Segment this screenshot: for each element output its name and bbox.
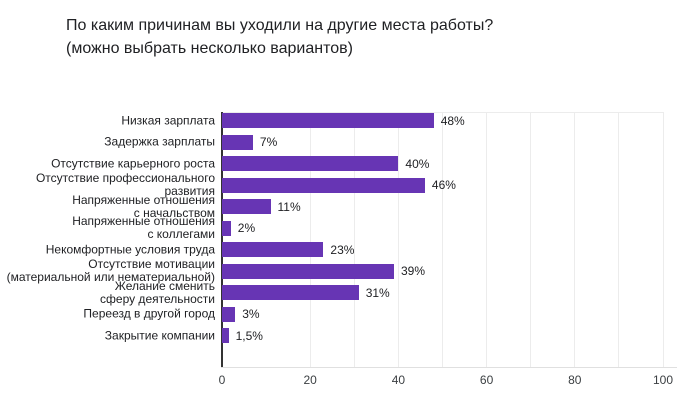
value-label: 1,5% [235, 328, 263, 343]
bar-row-4 [222, 199, 271, 214]
category-label-line: с начальством [133, 205, 215, 220]
gridline-90 [618, 112, 620, 367]
x-tick-20: 20 [303, 373, 317, 387]
gridline-20 [309, 112, 311, 367]
x-tick-80: 80 [568, 373, 582, 387]
category-label: Задержка зарплаты [0, 134, 215, 149]
category-label: Закрытие компании [0, 329, 215, 342]
category-label-line: Задержка зарплаты [104, 134, 215, 149]
value-label: 40% [405, 156, 430, 171]
category-label-line: Напряженные отношения [72, 214, 215, 228]
category-label-line: Напряженные отношения [72, 192, 215, 207]
category-label-line: Отсутствие карьерного роста [51, 156, 215, 170]
value-label: 23% [330, 242, 355, 257]
bar-row-1 [222, 134, 253, 150]
bar-row-10 [222, 328, 229, 343]
category-label: Переезд в другой город [0, 306, 215, 321]
category-label-line: сферу деятельности [100, 291, 215, 306]
gridline-60 [486, 112, 488, 367]
bar-row-7 [222, 263, 394, 279]
category-label-line: Низкая зарплата [121, 113, 215, 127]
category-label: Низкая зарплата [0, 114, 215, 127]
category-label: Отсутствие карьерного роста [0, 157, 215, 170]
x-tick-60: 60 [479, 373, 494, 387]
category-label-line: Закрытие компании [104, 328, 215, 342]
category-label-line: развития [164, 184, 216, 198]
gridline-80 [574, 112, 576, 367]
bar-row-9 [222, 306, 236, 322]
gridline-70 [530, 112, 532, 367]
y-axis-line [220, 112, 223, 367]
plot-top-border [222, 112, 663, 113]
value-label: 46% [431, 178, 456, 192]
value-label: 31% [365, 285, 390, 300]
category-label-line: Некомфортные условия труда [45, 242, 215, 256]
category-label: Напряженные отношения с коллегами [0, 215, 215, 241]
value-label: 39% [401, 264, 426, 278]
chart-title-line2: (можно выбрать несколько вариантов) [66, 40, 353, 57]
value-label: 3% [242, 307, 260, 321]
category-label-line: с коллегами [147, 227, 215, 241]
value-label: 7% [259, 135, 278, 149]
bar-row-0 [222, 113, 434, 128]
category-label-line: Отсутствие профессионального [35, 171, 215, 185]
value-label: 48% [440, 113, 465, 128]
value-label: 2% [237, 221, 256, 235]
bar-row-8 [222, 285, 359, 300]
bar-row-6 [222, 242, 324, 257]
bar-row-5 [222, 220, 231, 236]
category-label: Отсутствие мотивации (материальной или не… [0, 258, 215, 284]
x-tick-0: 0 [218, 373, 226, 387]
category-label-line: Переезд в другой город [83, 306, 215, 321]
x-axis-baseline [221, 367, 677, 368]
bar-row-3 [222, 177, 425, 193]
category-label: Отсутствие профессионального развития [0, 172, 215, 198]
category-label: Желание сменить сферу деятельности [0, 278, 215, 306]
bar-row-2 [222, 156, 399, 171]
chart-title-line1: По каким причинам вы уходили на другие м… [66, 17, 494, 34]
category-label-line: Отсутствие мотивации [88, 257, 215, 271]
chart-title: По каким причинам вы уходили на другие м… [66, 14, 493, 60]
x-tick-100: 100 [652, 373, 674, 387]
value-label: 11% [277, 199, 301, 214]
gridline-100 [662, 112, 664, 367]
category-label-line: Желание сменить [114, 278, 215, 293]
gridline-40 [397, 112, 399, 367]
category-label: Напряженные отношения с начальством [0, 192, 215, 220]
gridline-30 [353, 112, 355, 367]
x-tick-40: 40 [391, 373, 406, 387]
category-label-line: (материальной или нематериальной) [6, 270, 215, 284]
category-label: Некомфортные условия труда [0, 243, 215, 256]
gridline-50 [442, 112, 443, 367]
